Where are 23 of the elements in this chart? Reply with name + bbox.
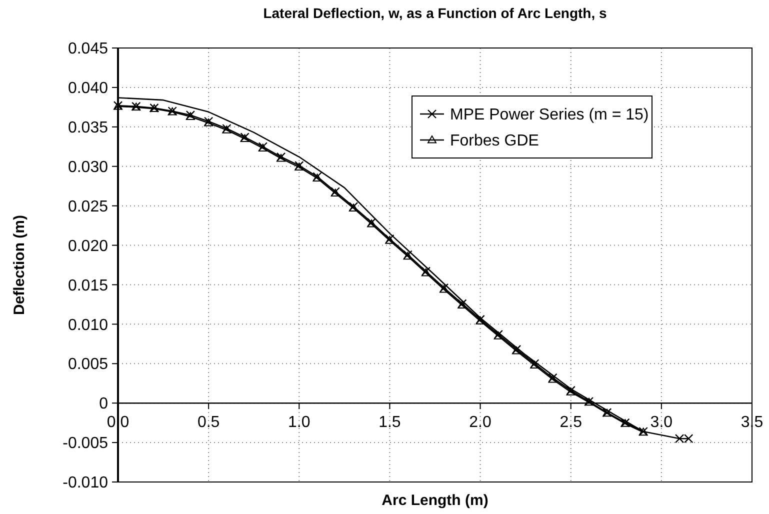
y-tick-label: 0.005 <box>68 356 108 374</box>
x-axis-title: Arc Length (m) <box>382 492 488 509</box>
x-tick-label: 1.0 <box>288 414 310 432</box>
y-tick-label: 0.040 <box>68 80 108 98</box>
x-tick-label: 0.5 <box>197 414 220 432</box>
y-tick-label: 0.010 <box>68 316 108 334</box>
x-tick-label: 3.0 <box>650 414 673 432</box>
chart-title: Lateral Deflection, w, as a Function of Arc Length, s <box>263 5 607 21</box>
y-tick-label: 0.035 <box>68 120 108 137</box>
y-tick-label: 0.015 <box>68 277 108 294</box>
y-tick-label: 0 <box>99 396 108 413</box>
y-tick-label: 0.045 <box>68 40 108 58</box>
y-tick-label: -0.005 <box>62 435 108 452</box>
legend-label: Forbes GDE <box>450 132 539 150</box>
y-tick-label: -0.010 <box>62 474 108 492</box>
y-tick-label: 0.025 <box>68 198 108 216</box>
y-tick-label: 0.030 <box>68 158 108 176</box>
y-axis-title: Deflection (m) <box>11 214 28 316</box>
x-tick-label: 2.5 <box>560 414 582 432</box>
y-tick-label: 0.020 <box>68 238 108 255</box>
x-tick-label: 1.5 <box>378 414 401 432</box>
legend-label: MPE Power Series (m = 15) <box>450 106 649 124</box>
x-tick-label: 2.0 <box>469 414 492 432</box>
